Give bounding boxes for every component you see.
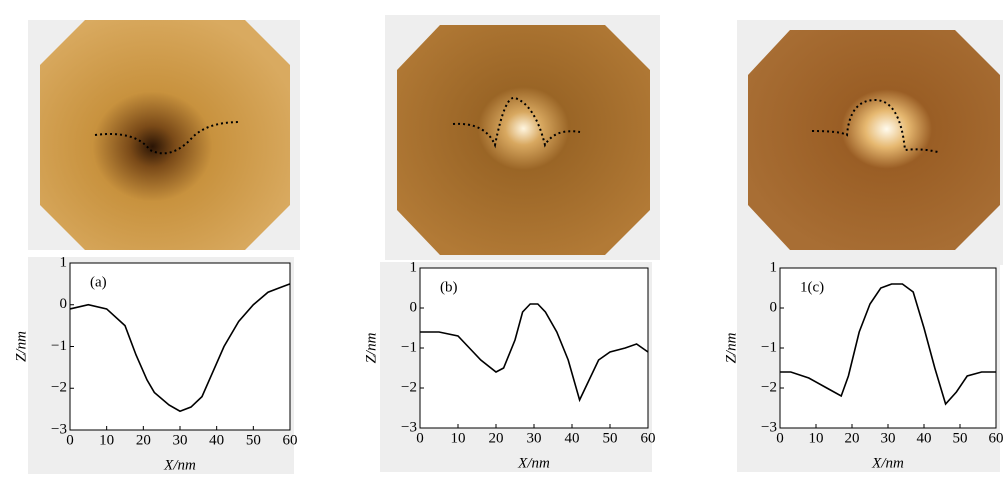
x-tick-label: 30: [881, 430, 896, 446]
afm-image-b: [397, 25, 650, 255]
afm-image-a: [40, 20, 290, 250]
x-tick-label: 10: [99, 432, 114, 448]
x-tick-label: 0: [416, 430, 424, 446]
x-tick-label: 40: [565, 430, 580, 446]
x-axis-label: X/nm: [163, 457, 196, 473]
data-line: [69, 283, 291, 413]
y-tick-label: −2: [51, 380, 67, 396]
annotation: 1(c): [800, 279, 824, 295]
x-tick-label: 20: [845, 430, 860, 446]
plot-frame: [779, 267, 997, 429]
y-tick-label: −2: [401, 379, 417, 395]
plot-area: [70, 263, 290, 430]
x-tick-label: 10: [809, 430, 824, 446]
y-axis-label: Z/nm: [13, 331, 29, 362]
y-tick-label: 1: [770, 259, 778, 275]
plot-frame: [69, 262, 291, 431]
annotation: (a): [90, 274, 107, 290]
x-tick-label: 20: [489, 430, 504, 446]
profile-line: [452, 96, 581, 149]
afm-image-c: [748, 30, 1000, 250]
x-tick-label: 50: [246, 432, 261, 448]
x-tick-label: 30: [173, 432, 188, 448]
plot-frame: [419, 267, 649, 429]
x-tick-label: 50: [953, 430, 968, 446]
profile-line: [811, 98, 939, 153]
x-tick-label: 60: [989, 430, 1003, 446]
x-tick-label: 50: [603, 430, 618, 446]
y-tick-label: 0: [410, 299, 418, 315]
y-tick-label: 1: [410, 259, 418, 275]
x-tick-label: 40: [209, 432, 224, 448]
x-tick-label: 40: [917, 430, 932, 446]
y-tick-label: −1: [51, 338, 67, 354]
x-tick-label: 30: [527, 430, 542, 446]
x-axis-label: X/nm: [871, 455, 904, 471]
y-tick-label: 0: [60, 296, 68, 312]
data-line: [420, 303, 649, 403]
y-tick-label: −3: [51, 421, 67, 437]
y-tick-label: 0: [770, 299, 778, 315]
y-tick-label: −2: [761, 379, 777, 395]
x-tick-label: 20: [136, 432, 151, 448]
plot-area: [420, 268, 648, 428]
profile-line: [94, 121, 241, 155]
x-axis-label: X/nm: [517, 455, 550, 471]
y-axis-label: Z/nm: [363, 332, 379, 363]
y-tick-label: −1: [401, 339, 417, 355]
plot-area: [780, 268, 996, 428]
y-tick-label: −3: [761, 419, 777, 435]
annotation: (b): [440, 279, 458, 295]
y-tick-label: 1: [60, 254, 68, 270]
y-tick-label: −3: [401, 419, 417, 435]
x-tick-label: 0: [66, 432, 74, 448]
x-tick-label: 60: [641, 430, 656, 446]
data-line: [780, 283, 996, 406]
y-tick-label: −1: [761, 339, 777, 355]
x-tick-label: 10: [451, 430, 466, 446]
x-tick-label: 0: [776, 430, 784, 446]
x-tick-label: 60: [283, 432, 298, 448]
y-axis-label: Z/nm: [723, 332, 739, 363]
